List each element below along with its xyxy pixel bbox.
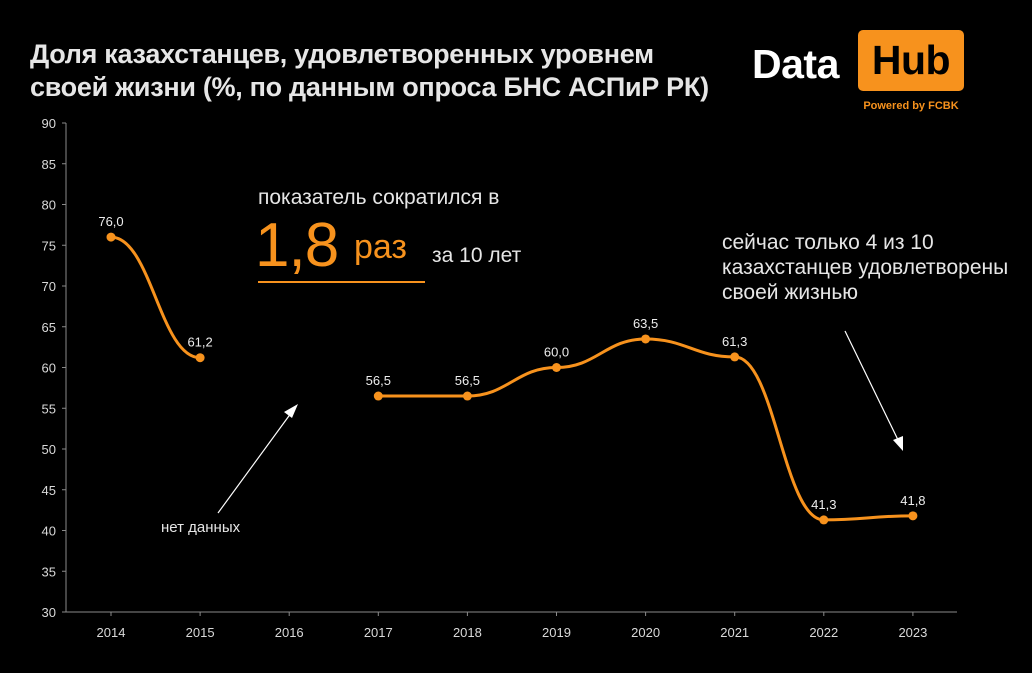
y-tick-label: 45 — [42, 483, 56, 498]
x-axis-tick-labels: 2014 2015 2016 2017 2018 2019 2020 2021 2022 2023 — [97, 625, 928, 640]
y-tick-label: 70 — [42, 279, 56, 294]
data-label: 76,0 — [98, 214, 123, 229]
x-tick-label: 2022 — [809, 625, 838, 640]
logo-hub-badge: Hub — [858, 30, 964, 91]
data-label: 41,8 — [900, 493, 925, 508]
y-tick-label: 60 — [42, 361, 56, 376]
series-points — [106, 232, 918, 525]
arrow-right-note — [844, 330, 901, 445]
y-tick-label: 65 — [42, 320, 56, 335]
data-point — [106, 232, 116, 242]
series-line-segment — [109, 235, 202, 360]
logo-tagline: Powered by FCBK — [863, 100, 959, 112]
x-tick-label: 2016 — [275, 625, 304, 640]
y-tick-label: 85 — [42, 157, 56, 172]
arrow-right-note-head — [893, 436, 903, 451]
x-tick-label: 2014 — [97, 625, 126, 640]
data-point — [373, 391, 383, 401]
data-label: 56,5 — [366, 373, 391, 388]
data-point — [908, 511, 918, 521]
chart-axes — [62, 122, 957, 616]
y-tick-label: 35 — [42, 564, 56, 579]
series-line-segment — [376, 337, 915, 522]
no-data-annotation: нет данных — [161, 519, 241, 536]
y-axis-tick-labels: 30 35 40 45 50 55 60 65 70 75 80 85 90 — [42, 116, 56, 620]
y-tick-label: 90 — [42, 116, 56, 131]
y-tick-label: 30 — [42, 605, 56, 620]
data-label: 61,3 — [722, 334, 747, 349]
data-point — [819, 515, 829, 525]
x-tick-label: 2019 — [542, 625, 571, 640]
decrease-underline — [258, 281, 425, 283]
decrease-factor-unit: раз — [354, 228, 408, 266]
y-tick-label: 75 — [42, 238, 56, 253]
arrow-no-data — [217, 408, 295, 514]
chart-title: Доля казахстанцев, удовлетворенных уровн… — [30, 39, 709, 102]
data-point — [641, 334, 651, 344]
data-label: 63,5 — [633, 316, 658, 331]
x-tick-label: 2015 — [186, 625, 215, 640]
decrease-annotation-suffix: за 10 лет — [432, 244, 522, 267]
decrease-factor-value: 1,8 — [255, 211, 339, 280]
data-label: 41,3 — [811, 497, 836, 512]
data-labels: 76,0 61,2 56,5 56,5 60,0 63,5 61,3 41,3 41,8 — [98, 214, 925, 512]
datahub-logo: Data Hub Powered by FCBK — [752, 30, 964, 120]
data-label: 56,5 — [455, 373, 480, 388]
x-tick-label: 2017 — [364, 625, 393, 640]
data-label: 60,0 — [544, 345, 569, 360]
data-point — [552, 363, 561, 372]
logo-data-text: Data — [752, 41, 839, 87]
right-annotation-note: сейчас только 4 из 10 казахстанцев удовл… — [722, 231, 1009, 304]
y-tick-label: 80 — [42, 198, 56, 213]
annotation-arrows — [217, 330, 903, 514]
x-tick-label: 2021 — [720, 625, 749, 640]
data-point — [462, 391, 472, 401]
y-tick-label: 50 — [42, 442, 56, 457]
data-label: 61,2 — [187, 335, 212, 350]
y-tick-label: 55 — [42, 401, 56, 416]
x-tick-label: 2018 — [453, 625, 482, 640]
arrow-no-data-head — [284, 404, 298, 418]
decrease-annotation-prefix: показатель сократился в — [258, 186, 500, 209]
x-tick-label: 2020 — [631, 625, 660, 640]
y-tick-label: 40 — [42, 524, 56, 539]
x-tick-label: 2023 — [898, 625, 927, 640]
data-point — [195, 353, 205, 363]
data-point — [730, 352, 740, 362]
